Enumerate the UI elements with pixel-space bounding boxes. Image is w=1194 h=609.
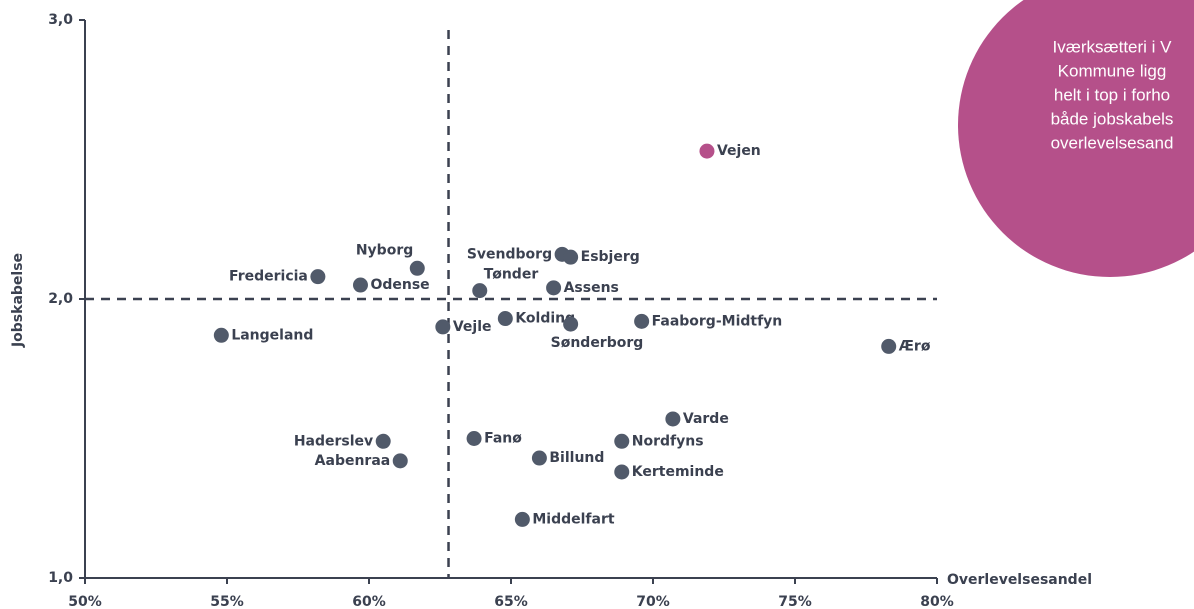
point (409, 260, 425, 276)
point (531, 450, 547, 466)
annotation-bubble (958, 0, 1194, 277)
point-label: Esbjerg (581, 249, 640, 265)
point-label: Aabenraa (315, 453, 391, 469)
point-label: Odense (370, 277, 429, 293)
point (497, 311, 513, 327)
point (352, 277, 368, 293)
point-label: Assens (564, 280, 619, 296)
y-tick-label: 3,0 (48, 12, 73, 28)
point-label: Fanø (484, 431, 522, 447)
point (375, 433, 391, 449)
point-label: Langeland (231, 327, 313, 343)
point (472, 283, 488, 299)
point (546, 280, 562, 296)
point-label: Faaborg-Midtfyn (652, 313, 783, 329)
point-label: Billund (549, 450, 604, 466)
point (310, 269, 326, 285)
point-label: Svendborg (467, 246, 552, 262)
y-axis-label: Jobskabelse (10, 253, 26, 348)
y-tick-label: 1,0 (48, 570, 73, 586)
point (614, 433, 630, 449)
point-label: Nyborg (356, 242, 413, 258)
point-label: Kolding (515, 311, 575, 327)
annotation-text: både jobskabels (1051, 109, 1174, 128)
point-label: Vejle (453, 319, 492, 335)
point (634, 313, 650, 329)
point (392, 453, 408, 469)
point (466, 431, 482, 446)
x-tick-label: 75% (778, 594, 812, 609)
annotation-text: overlevelsesand (1051, 133, 1174, 152)
point-label: Tønder (484, 267, 539, 283)
point-label: Sønderborg (551, 335, 644, 351)
point (435, 319, 451, 335)
point-label: Ærø (899, 338, 931, 354)
point-label: Fredericia (229, 269, 308, 285)
point (563, 316, 579, 332)
point-label: Nordfyns (632, 433, 704, 449)
point-label: Varde (683, 411, 729, 427)
point (614, 464, 630, 480)
point (514, 511, 530, 527)
point (563, 249, 579, 265)
point (881, 338, 897, 354)
x-axis-label: Overlevelsesandel (947, 572, 1092, 588)
annotation-text: Kommune ligg (1058, 61, 1167, 80)
x-tick-label: 50% (68, 594, 102, 609)
x-tick-label: 65% (494, 594, 528, 609)
annotation-text: Iværksætteri i V (1052, 37, 1172, 56)
point (699, 143, 715, 159)
point-label: Vejen (717, 143, 761, 159)
x-tick-label: 60% (352, 594, 386, 609)
x-tick-label: 70% (636, 594, 670, 609)
x-tick-label: 55% (210, 594, 244, 609)
point-label: Kerteminde (632, 464, 724, 480)
y-tick-label: 2,0 (48, 291, 73, 307)
point (213, 327, 229, 343)
x-tick-label: 80% (920, 594, 954, 609)
point-label: Middelfart (532, 511, 615, 527)
point (665, 411, 681, 427)
annotation-text: helt i top i forho (1054, 85, 1170, 104)
point-label: Haderslev (294, 433, 373, 449)
